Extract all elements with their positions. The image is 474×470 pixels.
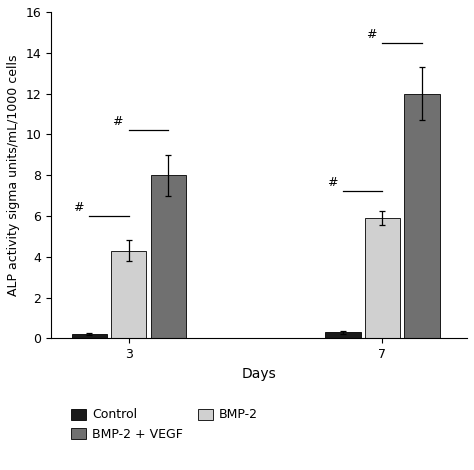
Text: #: # — [327, 176, 337, 189]
Bar — [72, 334, 107, 338]
X-axis label: Days: Days — [242, 367, 276, 381]
Bar — [325, 332, 361, 338]
Text: #: # — [366, 28, 377, 40]
Legend: Control, BMP-2 + VEGF, BMP-2: Control, BMP-2 + VEGF, BMP-2 — [66, 403, 263, 446]
Text: #: # — [73, 201, 83, 214]
Bar — [111, 251, 146, 338]
Y-axis label: ALP activity sigma units/mL/1000 cells: ALP activity sigma units/mL/1000 cells — [7, 55, 20, 296]
Text: #: # — [112, 115, 123, 128]
Bar — [365, 218, 400, 338]
Bar — [404, 94, 439, 338]
Bar — [151, 175, 186, 338]
